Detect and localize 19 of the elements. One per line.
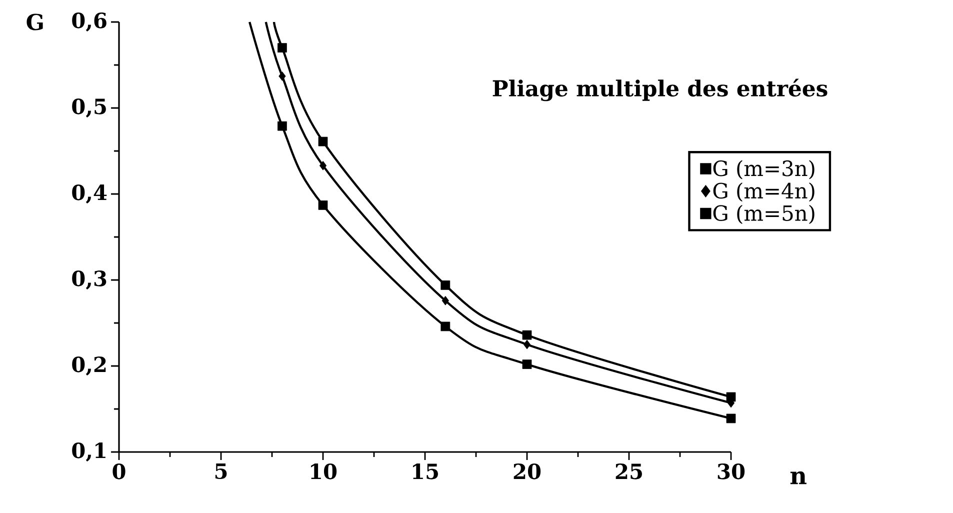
y-tick-label: 0,2	[72, 356, 106, 376]
x-axis-title: n	[790, 471, 806, 484]
y-axis-title: G	[26, 14, 43, 30]
y-tick-label: 0,1	[72, 442, 106, 462]
legend-label: G (m=4n)	[713, 182, 814, 202]
text: Pliage multiple des entrées	[492, 78, 828, 102]
x-tick-label: 0	[112, 463, 126, 480]
x-tick-label: 25	[616, 463, 642, 480]
x-tick-label: 5	[215, 463, 227, 480]
y-tick-label: 0,4	[72, 184, 107, 204]
y-tick-label: 0,3	[72, 270, 106, 290]
x-tick-label: 15	[412, 463, 438, 480]
x-tick-label: 20	[514, 463, 541, 480]
x-tick-label: 30	[718, 463, 745, 480]
y-tick-label: 0,6	[72, 12, 106, 32]
legend-label: G (m=5n)	[713, 204, 814, 224]
legend-label: G (m=3n)	[713, 160, 814, 180]
y-tick-label: 0,5	[72, 98, 106, 118]
x-tick-label: 10	[310, 463, 337, 480]
